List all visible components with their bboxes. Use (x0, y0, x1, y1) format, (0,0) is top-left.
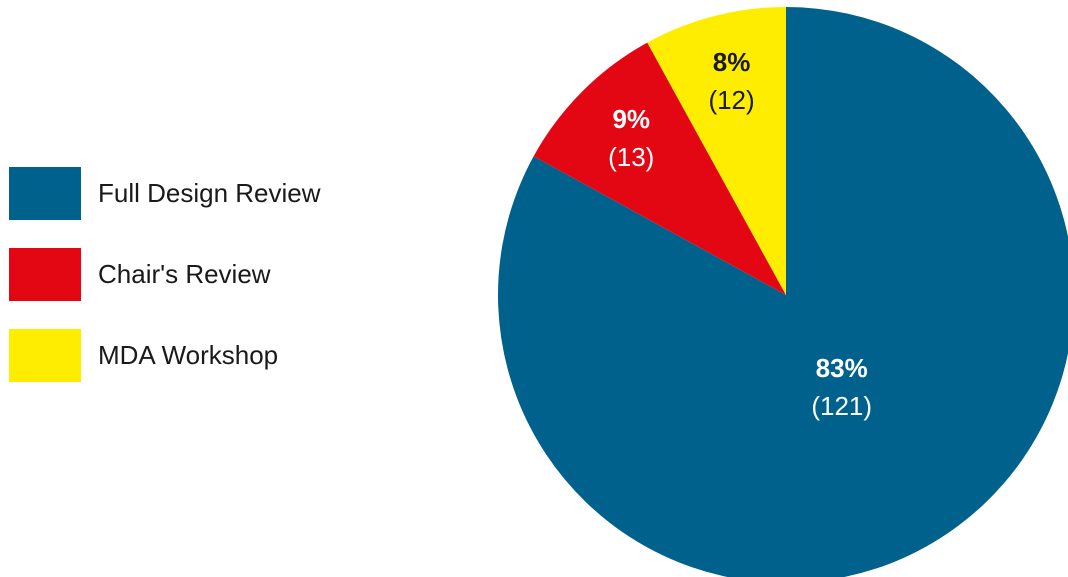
slice-percent-label: 9% (612, 104, 650, 134)
slice-percent-label: 83% (816, 353, 868, 383)
legend-label: Full Design Review (98, 178, 321, 208)
legend-label: MDA Workshop (98, 340, 278, 370)
legend-swatch (9, 329, 81, 382)
pie-slice (647, 7, 786, 295)
legend-swatch (9, 248, 81, 301)
legend-swatch (9, 167, 81, 220)
pie-slice (498, 7, 1068, 577)
slice-count-label: (12) (708, 85, 754, 115)
slice-count-label: (13) (608, 142, 654, 172)
slice-percent-label: 8% (713, 47, 751, 77)
slice-count-label: (121) (811, 391, 872, 421)
pie-slice (533, 42, 786, 296)
legend-label: Chair's Review (98, 259, 271, 289)
